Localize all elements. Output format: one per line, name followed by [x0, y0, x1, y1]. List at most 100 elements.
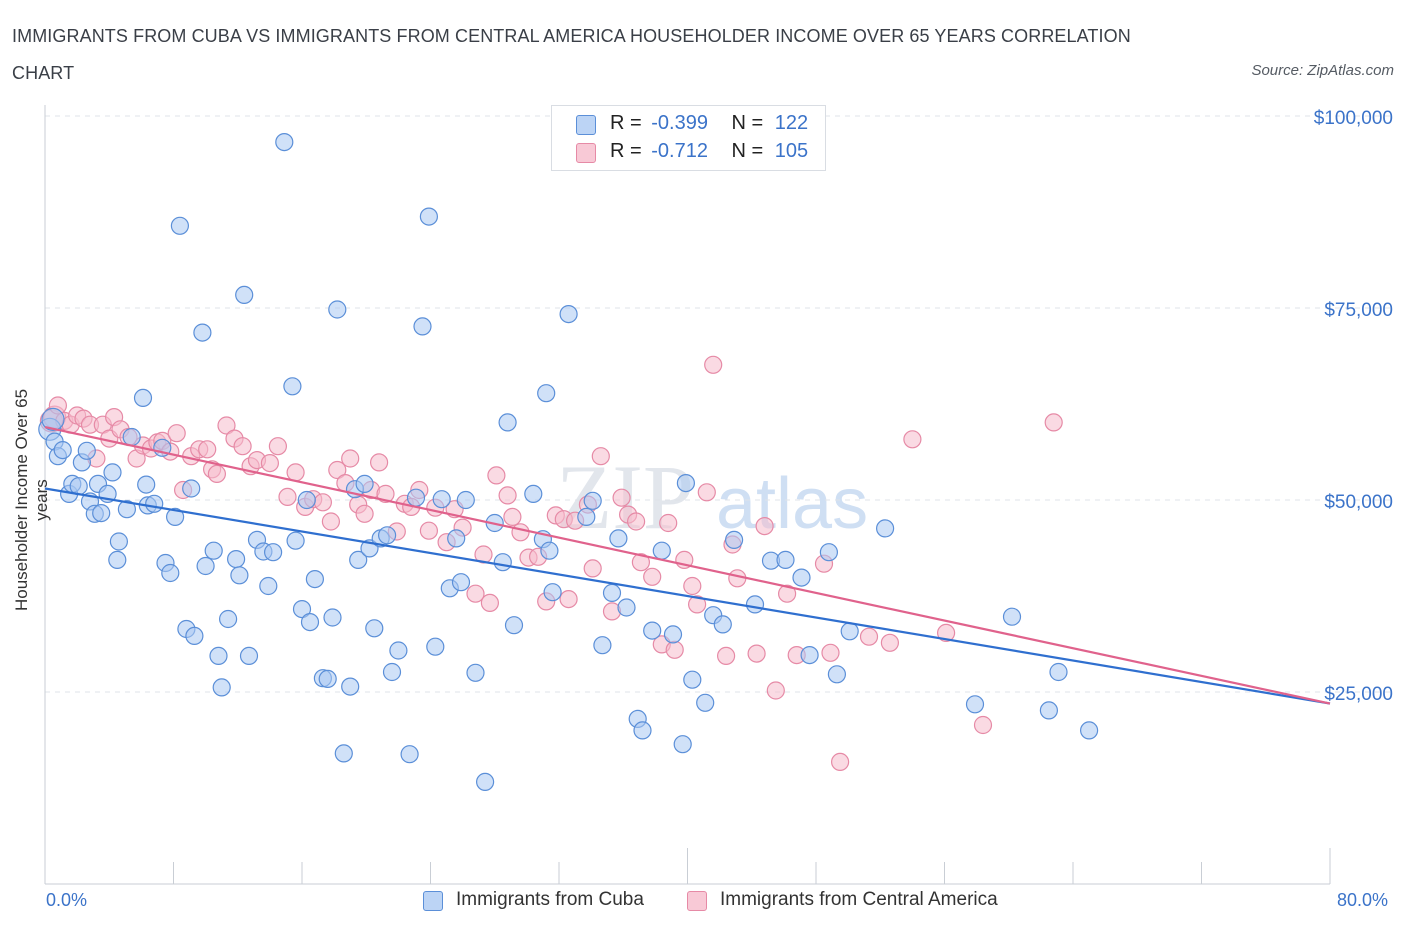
point-cuba — [1002, 607, 1022, 626]
point-cuba — [724, 530, 744, 550]
point-cuba — [426, 637, 445, 656]
point-central-america — [936, 623, 956, 643]
series-central-america-points — [39, 355, 1063, 772]
point-cuba — [204, 541, 223, 560]
point-cuba — [643, 621, 662, 640]
point-central-america — [233, 437, 252, 456]
point-central-america — [260, 454, 279, 473]
point-central-america — [821, 643, 840, 662]
legend-stats-central-america: R = -0.712 N = 105 — [610, 140, 808, 163]
point-cuba — [540, 541, 559, 560]
point-cuba — [593, 636, 612, 655]
point-central-america — [217, 416, 236, 435]
point-cuba — [300, 612, 320, 632]
point-cuba — [577, 507, 596, 527]
point-cuba — [652, 541, 671, 560]
point-central-america — [313, 493, 332, 512]
point-cuba — [341, 677, 360, 696]
point-cuba — [543, 583, 562, 602]
point-cuba — [365, 619, 384, 638]
point-cuba — [259, 576, 278, 596]
point-cuba — [297, 490, 316, 510]
point-cuba — [663, 625, 683, 644]
point-cuba — [676, 474, 696, 493]
point-cuba — [476, 772, 495, 792]
legend-stats-cuba: R = -0.399 N = 122 — [610, 112, 808, 135]
series-legend-label-cuba: Immigrants from Cuba — [456, 889, 644, 910]
point-central-america — [755, 516, 774, 536]
point-cuba — [400, 745, 419, 764]
point-cuba — [451, 573, 471, 592]
point-central-america — [747, 644, 766, 663]
x-tick-label-max: 80.0% — [1337, 890, 1389, 910]
y-tick-label: $75,000 — [1324, 300, 1393, 321]
axes — [44, 105, 1331, 885]
point-cuba — [406, 488, 426, 507]
legend-n-value-cuba: 122 — [774, 112, 809, 134]
point-cuba — [305, 569, 324, 589]
point-cuba — [122, 427, 141, 447]
legend-r-label: R = — [610, 140, 642, 162]
point-cuba — [696, 693, 715, 712]
series-legend-swatch-cuba — [423, 891, 443, 911]
legend-swatch-cuba — [576, 115, 596, 135]
point-cuba — [193, 323, 212, 342]
point-central-america — [559, 589, 578, 609]
point-central-america — [207, 464, 226, 483]
point-cuba — [53, 441, 72, 460]
point-cuba — [498, 413, 517, 432]
point-cuba — [1039, 701, 1059, 720]
point-central-america — [716, 646, 736, 666]
point-central-america — [973, 715, 993, 735]
trend-lines — [44, 425, 1331, 705]
point-central-america — [626, 512, 646, 531]
point-central-america — [286, 463, 305, 482]
point-cuba — [683, 670, 702, 689]
point-cuba — [673, 735, 692, 754]
point-cuba — [378, 526, 397, 545]
point-cuba — [182, 479, 201, 498]
correlation-legend: R = -0.399 N = 122 R = -0.712 N = 105 — [551, 105, 826, 171]
point-central-america — [859, 627, 879, 646]
point-cuba — [286, 531, 305, 550]
point-cuba — [196, 556, 215, 576]
point-cuba — [827, 665, 847, 684]
point-central-america — [511, 523, 530, 542]
point-cuba — [275, 133, 294, 152]
legend-n-label: N = — [731, 112, 764, 134]
point-central-america — [498, 486, 517, 505]
point-cuba — [209, 646, 228, 666]
point-central-america — [167, 424, 186, 443]
legend-n-label: N = — [731, 140, 764, 162]
legend-r-value-central-america: -0.712 — [651, 140, 708, 162]
point-cuba — [602, 583, 622, 603]
point-central-america — [474, 545, 493, 564]
point-cuba — [166, 507, 185, 527]
legend-r-label: R = — [610, 112, 642, 134]
point-cuba — [219, 609, 238, 629]
point-central-america — [659, 513, 678, 533]
point-cuba — [559, 305, 578, 324]
point-central-america — [777, 584, 797, 603]
point-cuba — [323, 608, 342, 627]
watermark-atlas: atlas — [716, 464, 868, 544]
point-cuba — [840, 622, 859, 641]
point-cuba — [109, 532, 129, 551]
point-central-america — [419, 521, 438, 540]
legend-r-value-cuba: -0.399 — [651, 112, 708, 134]
point-cuba — [432, 490, 451, 509]
point-cuba — [524, 484, 543, 503]
point-central-america — [321, 512, 340, 531]
point-cuba — [334, 744, 353, 763]
point-central-america — [503, 507, 522, 527]
point-cuba — [161, 563, 180, 583]
point-cuba — [227, 549, 246, 569]
point-cuba — [875, 519, 895, 538]
point-central-america — [1044, 413, 1063, 432]
point-cuba — [493, 553, 512, 572]
y-tick-label: $25,000 — [1324, 684, 1393, 705]
point-central-america — [355, 504, 374, 523]
point-cuba — [108, 550, 127, 570]
x-tick-label-min: 0.0% — [46, 890, 88, 910]
point-cuba — [792, 568, 811, 587]
